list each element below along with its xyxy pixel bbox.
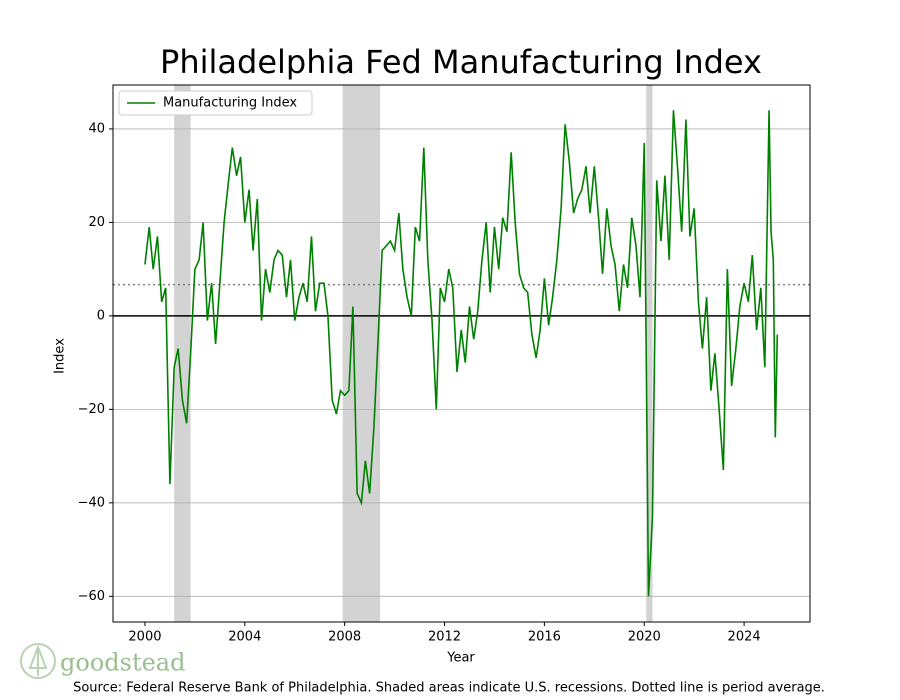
- y-tick-label: 0: [97, 308, 105, 323]
- chart-title: Philadelphia Fed Manufacturing Index: [160, 43, 762, 81]
- y-tick-label: −20: [78, 402, 105, 417]
- y-tick-label: 20: [88, 215, 105, 230]
- legend-box: [118, 90, 313, 116]
- x-axis-label: Year: [446, 651, 475, 666]
- x-tick-label: 2012: [428, 630, 461, 645]
- data-line: [144, 110, 779, 597]
- x-tick-label: 2008: [328, 630, 361, 645]
- logo-icon: [20, 643, 56, 679]
- y-axis-label: Index: [53, 338, 68, 374]
- y-tick-label: 40: [88, 121, 105, 136]
- plot-frame: [112, 84, 811, 623]
- y-tick-label: −40: [78, 495, 105, 510]
- x-tick-label: 2024: [728, 630, 761, 645]
- y-tick-label: −60: [78, 589, 105, 604]
- recession-band: [646, 85, 653, 622]
- x-tick-label: 2004: [228, 630, 261, 645]
- legend-label: Manufacturing Index: [163, 96, 297, 111]
- source-note: Source: Federal Reserve Bank of Philadel…: [73, 681, 825, 696]
- logo-text: goodstead: [60, 649, 185, 677]
- legend: Manufacturing Index: [118, 90, 313, 116]
- recession-band: [342, 85, 381, 622]
- x-tick-label: 2016: [528, 630, 561, 645]
- x-tick-label: 2000: [128, 630, 161, 645]
- x-tick-label: 2020: [628, 630, 661, 645]
- recession-band: [174, 85, 191, 622]
